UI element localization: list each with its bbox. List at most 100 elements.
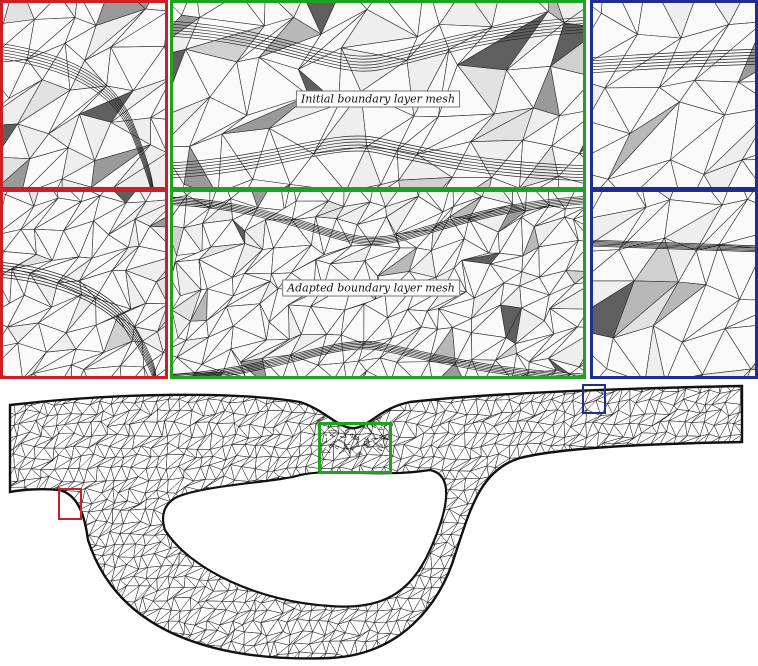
mesh-element (367, 184, 381, 187)
mesh-element (284, 183, 291, 187)
mesh-element (183, 192, 192, 196)
initial-mesh-label: Initial boundary layer mesh (295, 90, 461, 108)
mesh-element (739, 266, 755, 301)
boundary-layer-line (593, 51, 755, 62)
boundary-layer-line (3, 46, 154, 187)
mesh-element (741, 155, 755, 161)
boundary-layer-line (3, 52, 152, 187)
mesh-element (232, 178, 254, 187)
boundary-layer-line (200, 345, 553, 376)
mesh-element (379, 192, 398, 208)
boundary-layer-line (173, 138, 583, 169)
boundary-layer-line (3, 262, 157, 376)
mesh-element (248, 178, 292, 187)
mesh-element (593, 3, 603, 14)
boundary-layer-line (173, 196, 583, 238)
mesh-element (658, 192, 674, 201)
boundary-layer-line (173, 342, 583, 376)
mesh-element (28, 192, 39, 208)
vessel-wall (8, 384, 744, 660)
mesh-element (443, 177, 453, 187)
mesh-element (135, 366, 146, 376)
mesh-element (83, 3, 105, 27)
boundary-layer-line (173, 32, 583, 72)
boundary-layer-line (593, 245, 755, 253)
boundary-layer-line (3, 265, 157, 376)
boundary-layer-line (173, 135, 583, 166)
mesh-element (578, 365, 583, 371)
mesh-element (579, 145, 583, 154)
mesh-element (32, 364, 73, 376)
zoom-panel-red-initial (0, 0, 168, 190)
zoom-panel-blue-initial (590, 0, 758, 190)
boundary-layer-line (185, 344, 573, 376)
mesh-element (360, 370, 367, 376)
mesh-element (149, 108, 165, 120)
boundary-layer-line (593, 57, 755, 68)
boundary-layer-line (173, 202, 583, 244)
mesh-element (641, 159, 678, 187)
boundary-layer-line (3, 277, 153, 376)
adapted-mesh-label: Adapted boundary layer mesh (282, 279, 460, 297)
mesh-element (364, 370, 378, 376)
boundary-layer-line (173, 23, 583, 63)
mesh-element (737, 81, 755, 94)
mesh-element (557, 176, 583, 187)
boundary-layer-line (593, 239, 755, 247)
mesh-element (600, 178, 616, 187)
boundary-layer-line (173, 17, 583, 57)
mesh-interior (10, 386, 742, 659)
boundary-layer-line (593, 244, 755, 251)
mesh-element (294, 192, 301, 203)
mesh-element (361, 3, 372, 10)
vessel-mesh-overview (8, 384, 744, 660)
mesh-element (398, 177, 454, 187)
boundary-layer-line (3, 268, 156, 376)
mesh-element (360, 192, 373, 203)
boundary-layer-line (173, 203, 583, 245)
mesh-element (741, 137, 755, 161)
mesh-element (750, 363, 755, 371)
mesh-element (149, 211, 165, 227)
mesh-element (576, 317, 583, 328)
mesh-element (579, 359, 583, 368)
boundary-layer-line (173, 26, 583, 66)
region-marker-red (58, 488, 82, 520)
mesh-element (445, 177, 493, 187)
mesh-element (724, 314, 755, 329)
mesh-element (251, 192, 268, 209)
mesh-element (152, 352, 165, 376)
boundary-layer-line (593, 54, 755, 65)
mesh-element (83, 365, 122, 376)
boundary-layer-line (173, 197, 583, 239)
mesh-element (71, 364, 85, 376)
mesh-element (320, 192, 335, 202)
region-marker-blue (582, 384, 606, 414)
mesh-element (157, 310, 165, 332)
mesh-element (724, 325, 755, 370)
mesh-element (743, 368, 752, 376)
mesh-element (738, 72, 755, 83)
zoom-panel-red-adapted (0, 189, 168, 379)
mesh-element (162, 348, 165, 354)
zoom-panel-green-adapted: Adapted boundary layer mesh (170, 189, 586, 379)
boundary-layer-line (593, 63, 755, 74)
mesh-element (573, 219, 583, 232)
mesh-element (156, 369, 165, 376)
mesh-element (111, 365, 122, 376)
mesh-element (557, 3, 583, 24)
mesh-element (697, 173, 712, 187)
boundary-layer-line (223, 348, 523, 376)
boundary-layer-line (3, 274, 154, 376)
mesh-element (3, 192, 8, 195)
mesh-element (61, 178, 92, 187)
mesh-element (156, 276, 165, 300)
mesh-element (572, 215, 583, 225)
boundary-layer-line (173, 20, 583, 60)
mesh-element (578, 153, 583, 158)
mesh-element (57, 178, 63, 187)
boundary-layer-line (3, 58, 151, 187)
region-marker-green (318, 422, 392, 474)
mesh-element (150, 117, 165, 149)
mesh-element (3, 375, 7, 376)
